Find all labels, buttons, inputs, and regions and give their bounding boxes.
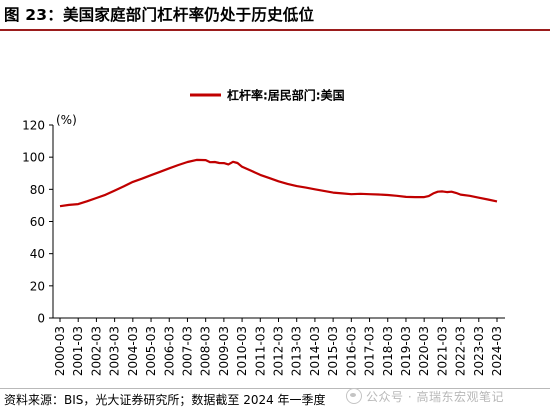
x-tick-label: 2015-03: [326, 326, 340, 376]
source-note: 资料来源：BIS，光大证券研究所；数据截至 2024 年一季度: [4, 393, 326, 407]
figure-title: 图 23：美国家庭部门杠杆率仍处于历史低位: [4, 6, 315, 24]
x-tick-label: 2020-03: [417, 326, 431, 376]
x-tick-label: 2018-03: [381, 326, 395, 376]
footer-rule: [0, 388, 550, 389]
legend-label: 杠杆率:居民部门:美国: [227, 88, 345, 103]
y-axis-ticks: 0 20 40 60 80 100 120: [22, 119, 53, 326]
x-axis-ticks: 2000-03 2001-03 2002-03 2003-03 2004-03 2005-…: [53, 318, 504, 376]
x-tick-label: 2012-03: [272, 326, 286, 376]
x-tick-label: 2006-03: [162, 326, 176, 376]
watermark: 公众号 · 高瑞东宏观笔记: [346, 388, 504, 405]
y-tick-label: 0: [37, 312, 45, 326]
x-tick-label: 2004-03: [126, 326, 140, 376]
y-tick-label: 100: [22, 151, 45, 165]
x-tick-label: 2014-03: [308, 326, 322, 376]
x-tick-label: 2023-03: [472, 326, 486, 376]
x-tick-label: 2021-03: [435, 326, 449, 376]
x-tick-label: 2001-03: [71, 326, 85, 376]
x-tick-label: 2013-03: [290, 326, 304, 376]
x-tick-label: 2010-03: [235, 326, 249, 376]
x-tick-label: 2022-03: [454, 326, 468, 376]
x-tick-label: 2003-03: [108, 326, 122, 376]
y-tick-label: 60: [30, 215, 45, 229]
series-group: [59, 158, 498, 208]
series-line-household-leverage: [59, 158, 498, 208]
x-tick-label: 2009-03: [217, 326, 231, 376]
x-tick-label: 2016-03: [344, 326, 358, 376]
y-tick-label: 120: [22, 119, 45, 133]
x-tick-label: 2008-03: [199, 326, 213, 376]
x-tick-label: 2007-03: [180, 326, 194, 376]
x-tick-label: 2000-03: [53, 326, 67, 376]
y-tick-label: 20: [30, 279, 45, 293]
wechat-icon: [346, 388, 362, 404]
watermark-text: 公众号 · 高瑞东宏观笔记: [366, 390, 504, 404]
legend: 杠杆率:居民部门:美国: [190, 88, 345, 103]
y-tick-label: 40: [30, 247, 45, 261]
x-tick-label: 2005-03: [144, 326, 158, 376]
x-tick-label: 2019-03: [399, 326, 413, 376]
x-tick-label: 2024-03: [490, 326, 504, 376]
x-tick-label: 2002-03: [89, 326, 103, 376]
x-tick-label: 2011-03: [253, 326, 267, 376]
y-tick-label: 80: [30, 183, 45, 197]
y-axis-unit: (%): [56, 113, 77, 127]
title-rule: [0, 29, 550, 31]
x-tick-label: 2017-03: [363, 326, 377, 376]
